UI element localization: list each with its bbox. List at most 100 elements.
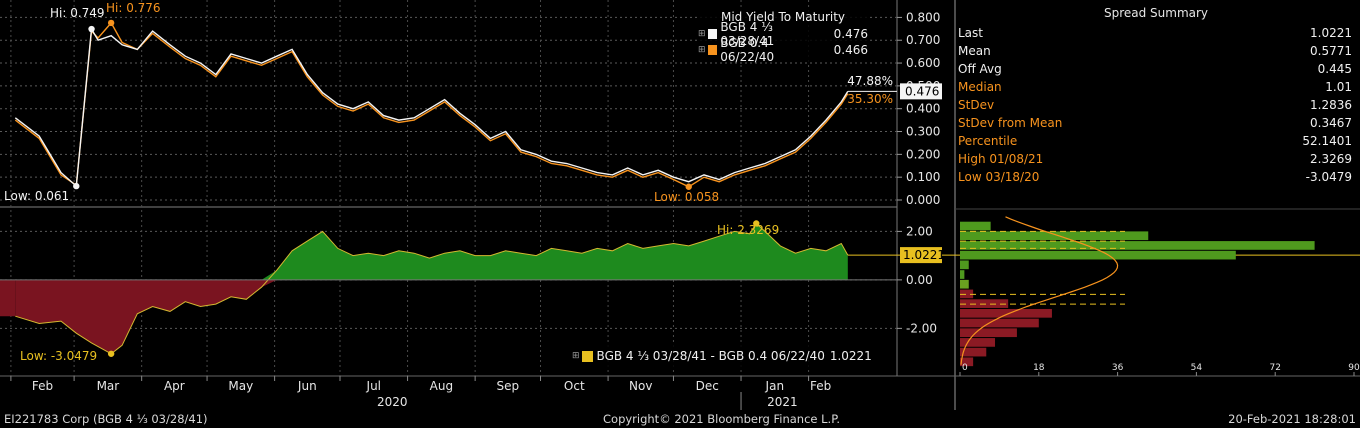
summary-value: 52.1401 (1302, 134, 1352, 148)
hi-white-label: Hi: 0.749 (50, 6, 105, 20)
summary-label: Last (958, 26, 983, 40)
summary-row: High 01/08/21 2.3269 (958, 150, 1354, 168)
expand-icon[interactable]: ⊞ (698, 45, 706, 55)
legend-series-2: BGB 0.4 06/22/40 (720, 36, 775, 64)
histogram-bar (960, 221, 991, 231)
x-tick-label: Mar (97, 379, 120, 393)
histogram-bar (960, 357, 974, 367)
y-tick-label: 0.200 (906, 147, 940, 161)
summary-label: Low 03/18/20 (958, 170, 1040, 184)
summary-row: Low 03/18/20 -3.0479 (958, 168, 1354, 186)
legend-series-1: BGB 4 ⅓ 03/28/41 (720, 20, 775, 48)
spread-area-chart: 1.0221 (0, 222, 1360, 355)
hi-orange-label: Hi: 0.776 (106, 1, 161, 15)
expand-icon[interactable]: ⊞ (698, 29, 706, 39)
yield-axis: 0.8000.7000.6000.5000.4000.3000.2000.100… (897, 10, 940, 207)
footer-bar: EI221783 Corp (BGB 4 ⅓ 03/28/41) Copyrig… (0, 411, 1360, 428)
spread-hi-label: Hi: 2.3269 (717, 223, 779, 237)
histogram-bar (960, 289, 974, 299)
yield-legend-title: Mid Yield To Maturity (720, 10, 846, 24)
pct-annotation-2: 35.30% (847, 92, 893, 106)
date-axis: Feb Mar Apr May Jun Jul Aug Sep Oct Nov Dec Jan Feb 2… (10, 376, 831, 410)
legend-item-bgb-41[interactable]: ⊞ BGB 4 ⅓ 03/28/41 0.476 (698, 20, 868, 48)
last-yield-tag-text: 0.476 (905, 84, 939, 98)
y-tick-label: 0.100 (906, 170, 940, 184)
spread-negative-lead (0, 279, 16, 317)
spread-line (15, 222, 849, 355)
timestamp: 20-Feb-2021 18:28:01 (1228, 412, 1356, 426)
x-tick-label: Jun (297, 379, 317, 393)
x-tick-label: Jul (366, 379, 381, 393)
summary-value: -3.0479 (1305, 170, 1352, 184)
hist-tick-label: 36 (1112, 363, 1124, 373)
summary-row: Mean 0.5771 (958, 42, 1354, 60)
legend-last-1: 0.476 (833, 27, 868, 41)
swatch-yellow (581, 350, 593, 362)
summary-row: StDev 1.2836 (958, 96, 1354, 114)
y-tick-label: 0.600 (906, 56, 940, 70)
y-tick-label: 0.800 (906, 10, 940, 24)
yield-legend: Mid Yield To Maturity ⊞ BGB 4 ⅓ 03/28/41… (698, 10, 868, 64)
summary-value: 2.3269 (1310, 152, 1352, 166)
spread-positive-area (15, 223, 848, 280)
histogram-bar (960, 260, 969, 270)
x-tick-label: Feb (32, 379, 53, 393)
spread-low-dot (107, 350, 115, 357)
histogram-bar (960, 231, 1149, 241)
histogram-bar (960, 338, 996, 347)
low-orange-dot (685, 183, 692, 190)
spread-last-tag (900, 247, 942, 264)
low-white-label: Low: 0.061 (4, 189, 69, 203)
last-yield-tag (900, 83, 942, 100)
histogram-bar (960, 308, 1052, 318)
summary-label: Median (958, 80, 1002, 94)
x-year-label: 2020 (377, 395, 408, 409)
expand-icon[interactable]: ⊞ (572, 351, 580, 361)
spread-axis: 2.00 0.00 -2.00 (897, 224, 937, 335)
spread-legend[interactable]: ⊞ BGB 4 ⅓ 03/28/41 - BGB 0.4 06/22/40 1.… (568, 345, 876, 367)
swatch-orange (707, 45, 718, 55)
x-tick-label: Nov (629, 379, 652, 393)
summary-label: Percentile (958, 134, 1018, 148)
yield-line-chart (14, 21, 897, 188)
summary-value: 1.01 (1325, 80, 1352, 94)
y-tick-label: 0.000 (906, 193, 940, 207)
x-tick-label: Aug (430, 379, 453, 393)
summary-row: StDev from Mean 0.3467 (958, 114, 1354, 132)
spread-legend-label: BGB 4 ⅓ 03/28/41 - BGB 0.4 06/22/40 (596, 349, 825, 363)
yield-line-2 (14, 21, 849, 188)
hi-orange-dot (107, 19, 115, 27)
y-tick-label: 2.00 (906, 224, 933, 238)
x-tick-label: Oct (564, 379, 585, 393)
spread-legend-last: 1.0221 (829, 349, 872, 363)
summary-title: Spread Summary (1103, 6, 1209, 20)
hist-tick-label: 54 (1191, 363, 1203, 373)
low-orange-label: Low: 0.058 (654, 190, 719, 204)
legend-item-bgb-40[interactable]: ⊞ BGB 0.4 06/22/40 0.466 (698, 36, 868, 64)
summary-label: Mean (958, 44, 991, 58)
y-tick-label: 0.700 (906, 33, 940, 47)
security-identifier[interactable]: EI221783 Corp (BGB 4 ⅓ 03/28/41) (4, 412, 208, 426)
hi-white-dot (88, 25, 95, 33)
summary-row: Median 1.01 (958, 78, 1354, 96)
hist-tick-label: 72 (1269, 363, 1280, 373)
hist-tick-label: 0 (962, 363, 968, 373)
spread-negative-area (15, 279, 848, 354)
histogram-bar (960, 250, 1236, 260)
histogram-bar (960, 270, 965, 279)
legend-last-2: 0.466 (833, 43, 868, 57)
x-year-label: 2021 (767, 395, 798, 409)
summary-row: Last 1.0221 (958, 24, 1354, 42)
y-tick-label: 0.00 (906, 273, 933, 287)
histogram-bar (960, 318, 1039, 328)
spread-hi-dot (753, 220, 760, 227)
chart-annotations: Hi: 0.749 Low: 0.061 Hi: 0.776 Low: 0.058 47… (4, 1, 942, 363)
summary-label: Off Avg (958, 62, 1002, 76)
spread-summary-panel: Spread Summary Last 1.0221 Mean 0.5771 Off A… (958, 6, 1354, 186)
hist-tick-label: 90 (1348, 363, 1360, 373)
hist-tick-label: 18 (1033, 363, 1045, 373)
x-tick-label: Dec (696, 379, 719, 393)
summary-label: StDev (958, 98, 995, 112)
summary-value: 0.5771 (1310, 44, 1352, 58)
summary-row: Percentile 52.1401 (958, 132, 1354, 150)
